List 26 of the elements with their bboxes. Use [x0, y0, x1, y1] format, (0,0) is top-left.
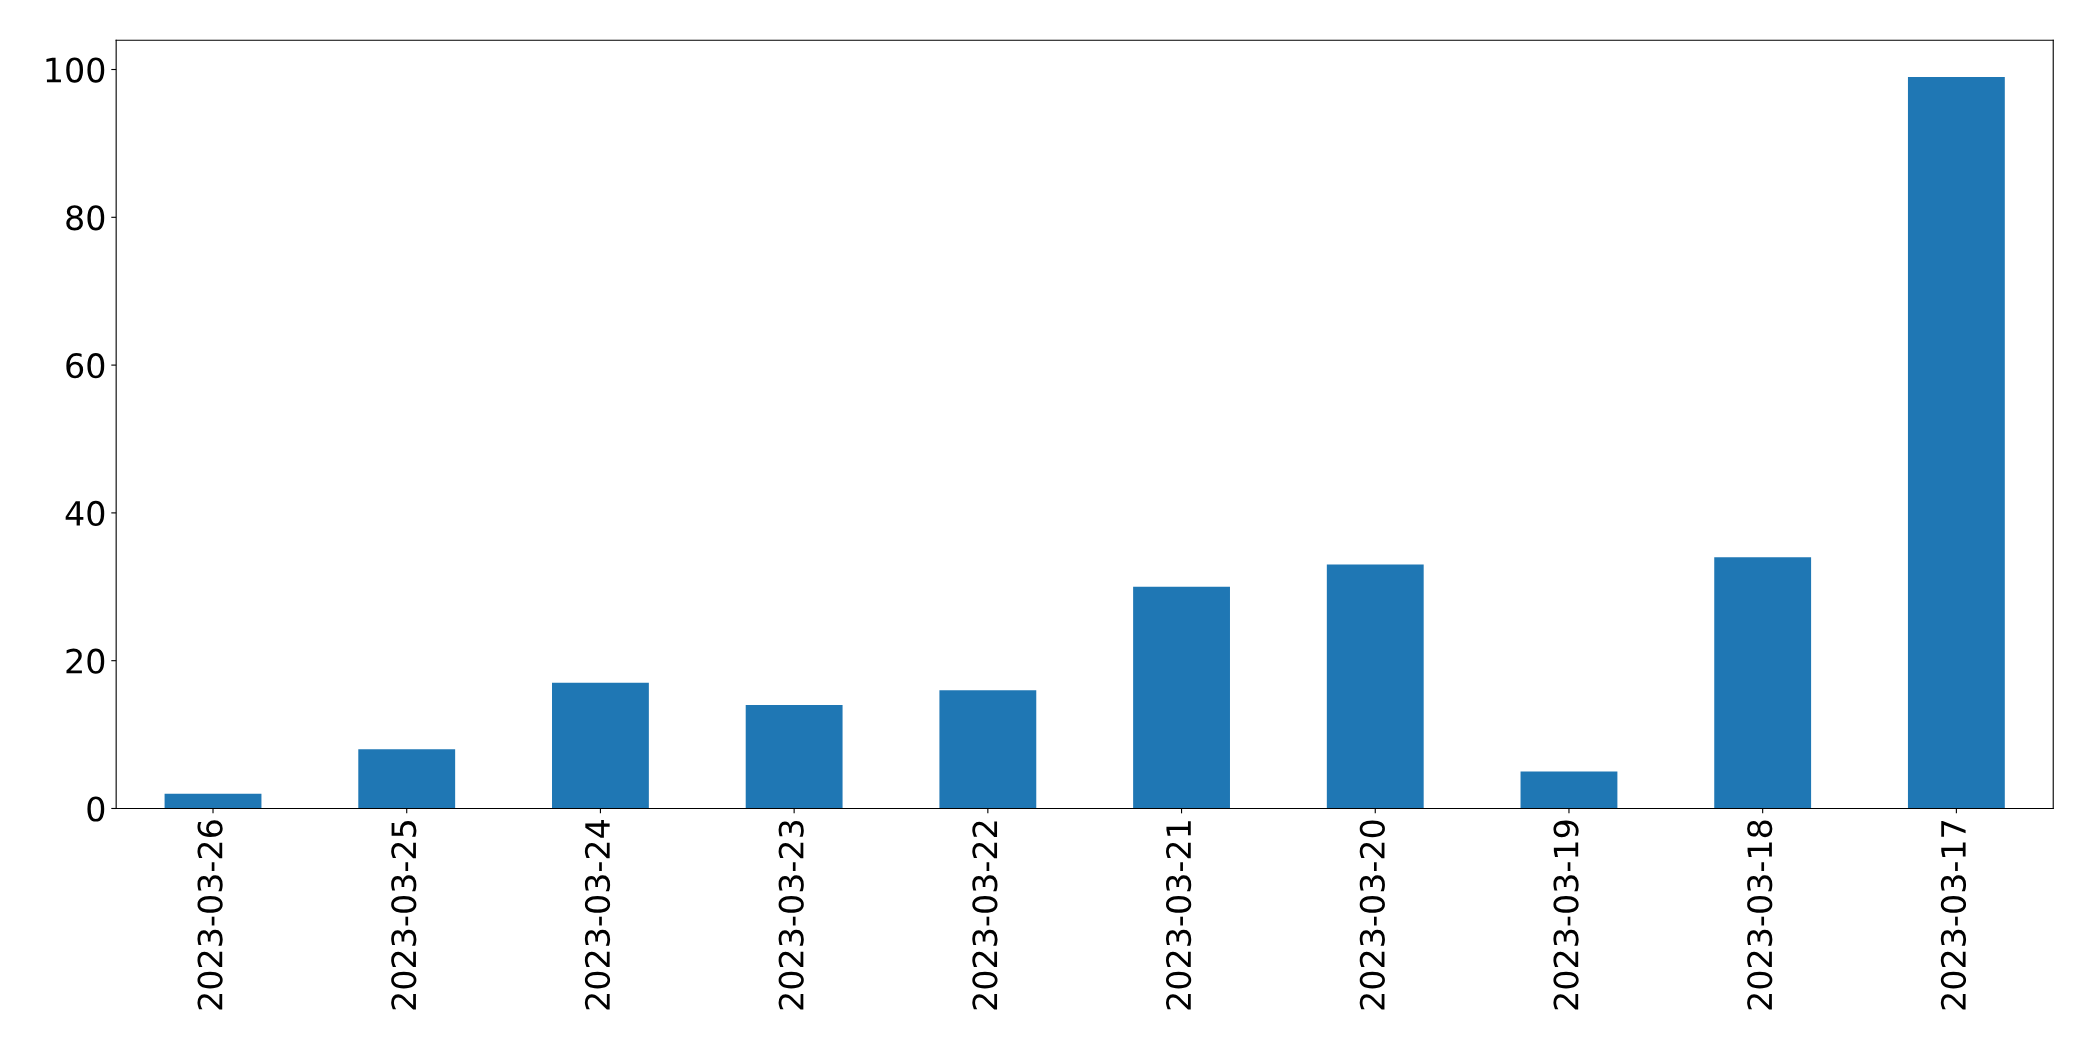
x-tick-label: 2023-03-25	[391, 821, 417, 1010]
y-tick-label: 20	[66, 648, 105, 674]
y-tick-label: 100	[46, 57, 105, 83]
bar	[939, 690, 1037, 809]
bar	[552, 682, 649, 809]
bar	[1133, 586, 1230, 809]
bar	[164, 793, 262, 809]
bar	[1326, 564, 1424, 809]
bar	[1520, 771, 1618, 809]
bar	[1907, 76, 2005, 809]
x-tick-label: 2023-03-23	[778, 820, 804, 1010]
x-tick-label: 2023-03-17	[1940, 821, 1967, 1010]
y-tick-label: 60	[66, 353, 105, 379]
bar	[745, 705, 843, 809]
x-tick-label: 2023-03-22	[972, 821, 998, 1010]
y-tick-label: 0	[87, 796, 105, 822]
x-tick-label: 2023-03-19	[1553, 820, 1579, 1010]
y-tick-label: 80	[66, 205, 105, 231]
x-tick-label: 2023-03-21	[1166, 821, 1192, 1010]
x-tick-label: 2023-03-18	[1747, 820, 1773, 1010]
bar	[1714, 557, 1812, 809]
x-tick-label: 2023-03-26	[197, 820, 223, 1010]
x-tick-label: 2023-03-24	[584, 820, 611, 1010]
x-tick-label: 2023-03-20	[1359, 820, 1385, 1010]
y-tick-label: 40	[65, 500, 105, 527]
bar	[358, 749, 456, 809]
